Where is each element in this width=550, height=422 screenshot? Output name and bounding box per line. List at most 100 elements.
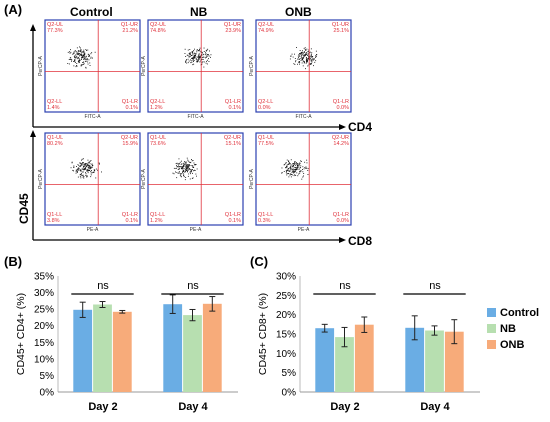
x-category-label: Day 2 [330,401,359,413]
x-axis-title: FITC-A [295,114,312,120]
x-category-label: Day 4 [420,401,450,413]
quadrant-tag: Q1-LL [47,212,62,218]
quadrant-value: 15.1% [225,141,241,147]
quadrant-tag: Q2-LL [258,99,273,105]
cd8-arrow [339,237,346,243]
bar-onb-day2 [112,311,132,392]
x-category-label: Day 2 [88,401,117,413]
scatter-dots [281,159,309,180]
y-axis-title: PerCP-A [249,55,255,75]
plot-frame [147,132,244,226]
legend-swatch-control [487,308,496,317]
plot-frame [255,132,352,226]
quadrant-value: 1.4% [47,105,60,111]
bar-control-day4 [163,304,183,392]
plot-frame [147,19,244,113]
panel-label-c: (C) [250,254,268,269]
panel-label-a: (A) [4,2,22,17]
quadrant-value: 0.0% [336,218,349,224]
legend-swatch-nb [487,324,496,333]
quadrant-tag: Q1-LL [150,212,165,218]
bar-nb-day4 [183,315,202,392]
y-tick-label: 20% [276,310,296,321]
y-tick-label: 30% [34,288,54,299]
cd45-arrow-bottom [30,130,36,137]
quadrant-tag: Q1-LR [225,99,241,105]
bar-nb-day2 [335,337,354,392]
x-axis-title: PE-A [298,227,310,233]
y-tick-label: 35% [34,272,54,283]
y-axis-label: CD45+ CD4+ (%) [15,293,27,375]
bar-onb-day4 [444,331,464,392]
y-tick-label: 15% [34,338,54,349]
bar-chart-cd4: 0% 5% 10% 15% 20% 25% 30% 35% CD45+ CD4+ (%) ns Da… [15,272,238,413]
y-tick-label: 25% [276,291,296,302]
group-label-nb: NB [190,5,208,19]
y-tick-label: 10% [34,354,54,365]
quadrant-value: 0.1% [228,218,241,224]
quadrant-tag: Q1-UL [47,135,63,141]
quadrant-value: 73.6% [150,141,166,147]
bar-onb-day2 [354,324,374,392]
quadrant-tag: Q1-UR [121,22,138,28]
quadrant-tag: Q1-LR [122,212,138,218]
x-axis-title: FITC-A [187,114,204,120]
x-axis-title: PE-A [87,227,99,233]
quadrant-tag: Q1-UL [258,135,274,141]
quadrant-value: 80.2% [47,141,63,147]
y-axis-title: PerCP-A [249,168,255,188]
y-axis-title: PerCP-A [38,55,44,75]
y-tick-label: 10% [276,349,296,360]
legend: Control NB ONB [487,307,539,351]
y-axis-title: PerCP-A [141,168,147,188]
quadrant-tag: Q2-UL [258,22,274,28]
quadrant-value: 74.9% [258,28,274,34]
quadrant-tag: Q2-UL [150,22,166,28]
quadrant-value: 0.1% [125,105,138,111]
group-label-control: Control [70,5,113,19]
quadrant-value: 0.0% [336,105,349,111]
y-tick-label: 30% [276,272,296,283]
plot-frame [44,19,141,113]
quadrant-tag: Q1-UR [332,22,349,28]
y-tick-label: 20% [34,321,54,332]
scatter-dots [67,46,96,69]
bar-control-day4 [405,327,425,392]
quadrant-value: 0.0% [258,105,271,111]
y-axis-title: PerCP-A [141,55,147,75]
panel-label-b: (B) [4,254,22,269]
quadrant-tag: Q1-LR [333,212,349,218]
y-tick-label: 0% [282,388,297,399]
y-axis-title: PerCP-A [38,168,44,188]
cd4-axis-label: CD4 [348,120,372,134]
bar-nb-day2 [93,304,112,392]
legend-swatch-onb [487,340,496,349]
cd4-arrow [339,124,346,130]
quadrant-tag: Q1-LR [333,99,349,105]
quadrant-value: 1.2% [150,105,163,111]
quadrant-tag: Q1-LR [225,212,241,218]
quadrant-value: 3.8% [47,218,60,224]
quadrant-value: 0.1% [125,218,138,224]
y-tick-label: 15% [276,330,296,341]
bar-control-day2 [73,309,93,392]
bar-onb-day4 [202,303,222,392]
quadrant-tag: Q1-UL [150,135,166,141]
x-axis-title: FITC-A [84,114,101,120]
quadrant-value: 14.2% [333,141,349,147]
x-axis-title: PE-A [190,227,202,233]
scatter-dots [172,157,198,181]
y-tick-label: 25% [34,305,54,316]
bar-nb-day4 [425,330,444,392]
bar-control-day2 [315,328,335,392]
quadrant-value: 0.3% [258,218,271,224]
quadrant-tag: Q1-LR [122,99,138,105]
legend-label-onb: ONB [500,339,525,351]
significance-label: ns [339,280,351,292]
quadrant-value: 74.8% [150,28,166,34]
quadrant-value: 21.2% [122,28,138,34]
quadrant-value: 15.9% [122,141,138,147]
